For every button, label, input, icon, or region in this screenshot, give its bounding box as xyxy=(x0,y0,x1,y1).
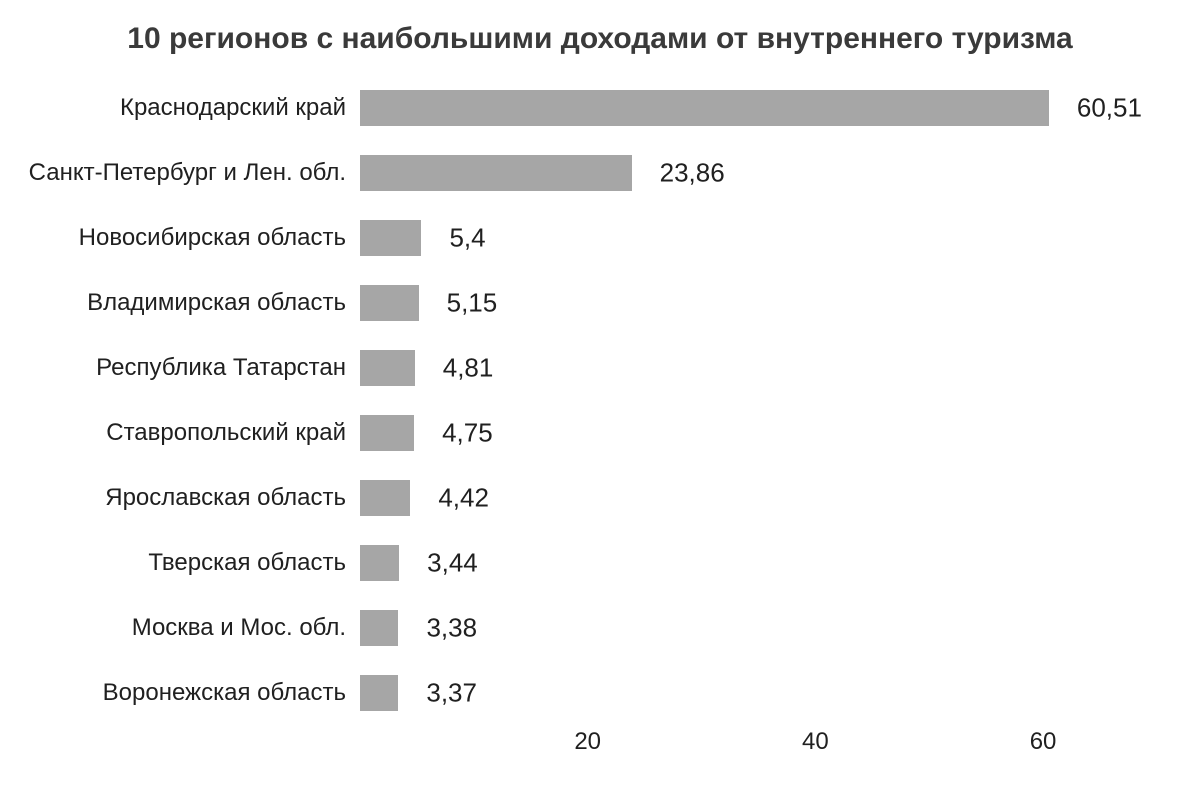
bar xyxy=(360,675,398,711)
value-label: 4,42 xyxy=(438,483,489,514)
value-label: 23,86 xyxy=(660,158,725,189)
plot-area: Краснодарский край60,51Санкт-Петербург и… xyxy=(360,78,1100,738)
category-label: Москва и Мос. обл. xyxy=(132,614,360,642)
category-label: Краснодарский край xyxy=(120,94,360,122)
category-label: Ставропольский край xyxy=(106,419,360,447)
bar xyxy=(360,415,414,451)
category-label: Воронежская область xyxy=(103,679,360,707)
value-label: 60,51 xyxy=(1077,93,1142,124)
x-axis-tick: 20 xyxy=(574,728,601,756)
bar xyxy=(360,480,410,516)
value-label: 5,15 xyxy=(447,288,498,319)
value-label: 4,81 xyxy=(443,353,494,384)
category-label: Новосибирская область xyxy=(79,224,360,252)
bar xyxy=(360,350,415,386)
bar xyxy=(360,90,1049,126)
value-label: 5,4 xyxy=(449,223,485,254)
category-label: Владимирская область xyxy=(87,289,360,317)
x-axis-tick: 40 xyxy=(802,728,829,756)
value-label: 3,38 xyxy=(426,613,477,644)
category-label: Санкт-Петербург и Лен. обл. xyxy=(29,159,360,187)
bar xyxy=(360,285,419,321)
bar xyxy=(360,545,399,581)
value-label: 4,75 xyxy=(442,418,493,449)
bar xyxy=(360,610,398,646)
value-label: 3,37 xyxy=(426,678,477,709)
category-label: Ярославская область xyxy=(105,484,360,512)
bar xyxy=(360,155,632,191)
x-axis-tick: 60 xyxy=(1030,728,1057,756)
tourism-income-chart: 10 регионов с наибольшими доходами от вн… xyxy=(0,0,1200,800)
bar xyxy=(360,220,421,256)
category-label: Тверская область xyxy=(148,549,360,577)
category-label: Республика Татарстан xyxy=(96,354,360,382)
chart-title: 10 регионов с наибольшими доходами от вн… xyxy=(0,22,1200,56)
value-label: 3,44 xyxy=(427,548,478,579)
